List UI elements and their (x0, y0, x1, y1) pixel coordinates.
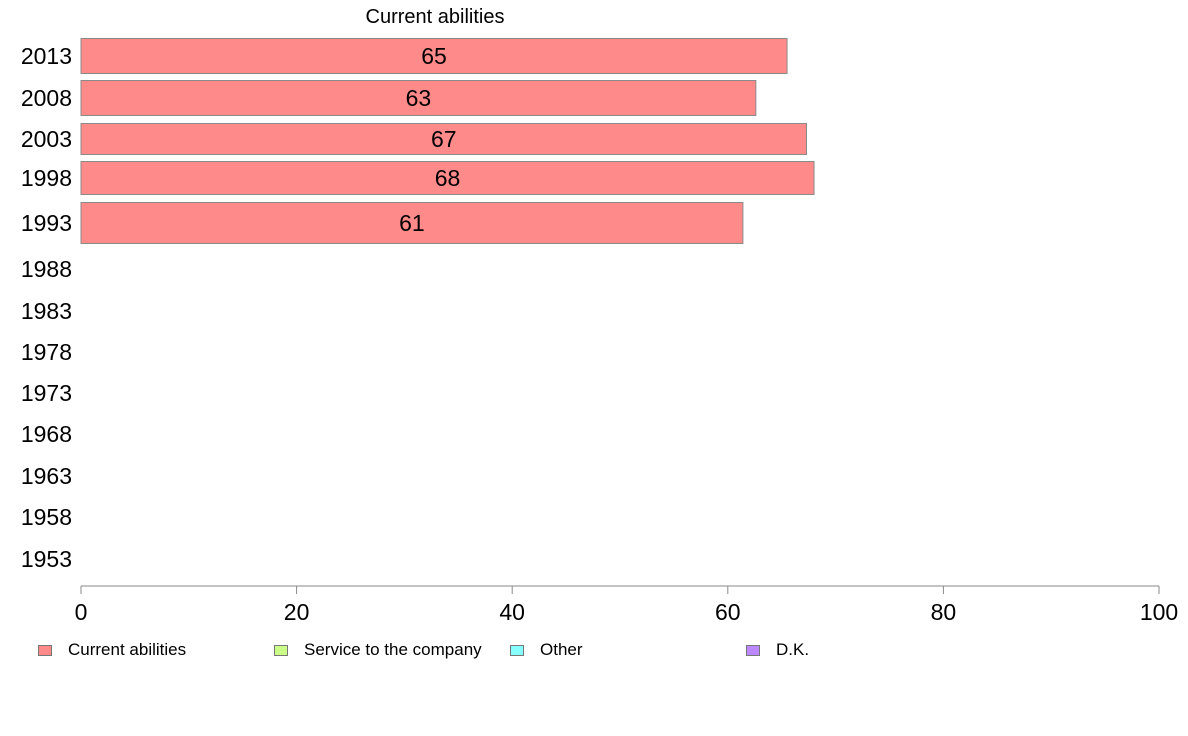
y-tick-labels: 2013 2008 2003 1998 1993 1988 1983 1978 1973 1968… (21, 43, 72, 572)
legend-item-other: Other (510, 639, 583, 661)
legend-item-service-to-the-company: Service to the company (274, 639, 482, 661)
y-tick-label: 1993 (21, 210, 72, 236)
legend-item-dk: D.K. (746, 639, 809, 661)
x-tick-label: 80 (931, 599, 957, 625)
legend-swatch-service-to-the-company (274, 644, 288, 656)
y-tick-label: 1983 (21, 298, 72, 324)
y-tick-label: 1988 (21, 256, 72, 282)
y-tick-label: 2008 (21, 85, 72, 111)
bar-data-label: 63 (406, 85, 432, 111)
legend-swatch-other (510, 644, 524, 656)
x-tick-label: 100 (1140, 599, 1178, 625)
bar-data-label: 67 (431, 126, 457, 152)
chart-title: Current abilities (365, 6, 505, 28)
y-tick-label: 2013 (21, 43, 72, 69)
y-tick-label: 1963 (21, 463, 72, 489)
legend: Current abilities Service to the company… (38, 639, 1138, 663)
y-tick-label: 1968 (21, 421, 72, 447)
legend-label: Current abilities (68, 640, 187, 659)
bars-group: 65 63 67 68 61 (80, 38, 815, 244)
x-tick-label: 40 (499, 599, 525, 625)
y-tick-label: 2003 (21, 126, 72, 152)
y-tick-label: 1953 (21, 546, 72, 572)
bar (80, 38, 788, 74)
x-axis: 0 20 40 60 80 100 (75, 585, 1178, 625)
y-tick-label: 1998 (21, 165, 72, 191)
x-tick-label: 20 (284, 599, 310, 625)
legend-swatch-dk (746, 644, 760, 656)
x-tick-label: 0 (75, 599, 88, 625)
bar (80, 202, 744, 244)
bar (80, 80, 757, 116)
bar (80, 123, 807, 155)
legend-swatch-current-abilities (38, 644, 52, 656)
x-tick-label: 60 (715, 599, 741, 625)
bar (80, 161, 815, 195)
bar-data-label: 65 (421, 43, 447, 69)
y-tick-label: 1978 (21, 339, 72, 365)
y-tick-label: 1958 (21, 504, 72, 530)
bar-data-label: 68 (435, 165, 461, 191)
legend-label: Other (540, 640, 583, 659)
legend-label: Service to the company (304, 640, 482, 659)
y-tick-label: 1973 (21, 380, 72, 406)
legend-item-current-abilities: Current abilities (38, 639, 186, 661)
legend-label: D.K. (776, 640, 810, 659)
bar-data-label: 61 (399, 210, 425, 236)
